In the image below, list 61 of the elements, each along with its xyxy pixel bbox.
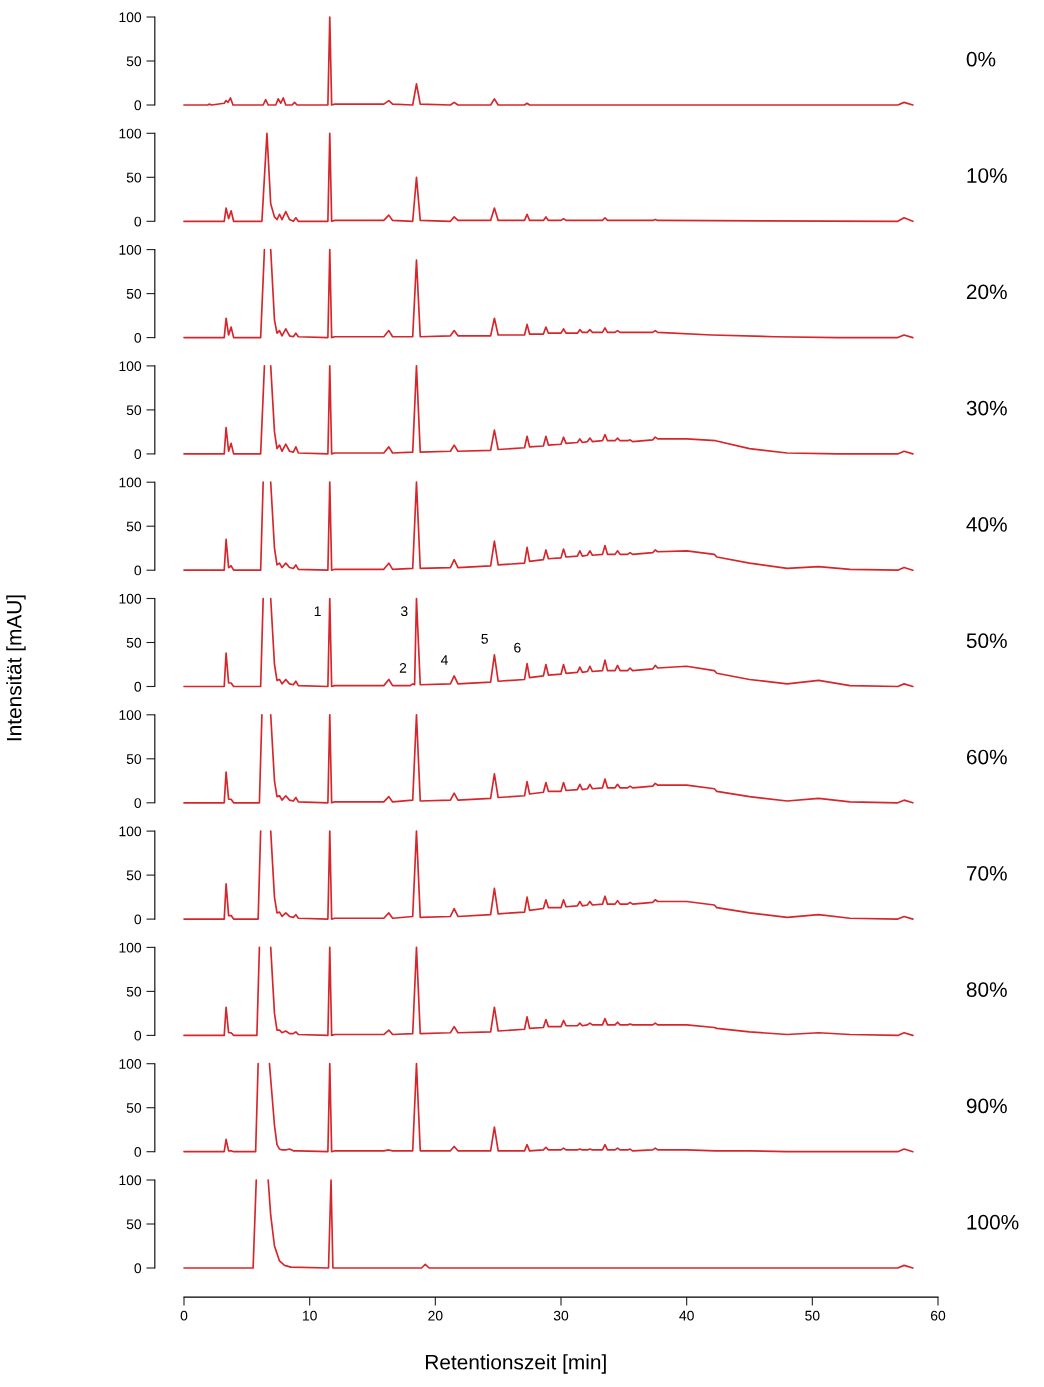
x-tick-label: 40 bbox=[679, 1310, 694, 1321]
y-tick-label: 50 bbox=[126, 56, 142, 67]
y-tick-label: 50 bbox=[126, 1103, 142, 1113]
text: 20% bbox=[966, 284, 1007, 300]
text: 70% bbox=[966, 865, 1007, 881]
y-tick-label: 0 bbox=[134, 914, 142, 925]
y-tick-label: 100 bbox=[119, 1175, 142, 1186]
y-tick-label: 0 bbox=[134, 100, 142, 111]
y-tick-label: 50 bbox=[126, 172, 142, 183]
x-tick-label: 60 bbox=[930, 1310, 946, 1321]
y-tick-label: 0 bbox=[134, 1263, 142, 1274]
y-tick-label: 50 bbox=[126, 754, 142, 764]
y-tick-label: 0 bbox=[134, 449, 142, 460]
y-tick-label: 100 bbox=[119, 244, 142, 255]
y-tick-label: 50 bbox=[126, 637, 142, 648]
text: 0% bbox=[966, 51, 996, 67]
y-axis-title: Intensität [mAU] bbox=[6, 595, 26, 741]
y-tick-label: 100 bbox=[119, 826, 142, 837]
x-axis-title: Retentionszeit [min] bbox=[426, 1354, 606, 1374]
y-tick-label: 0 bbox=[134, 1030, 142, 1041]
y-tick-label: 0 bbox=[134, 565, 142, 576]
x-tick-label: 0 bbox=[180, 1310, 188, 1321]
text: 90% bbox=[966, 1098, 1007, 1114]
x-tick-label: 50 bbox=[805, 1310, 820, 1321]
y-tick-label: 100 bbox=[119, 942, 142, 953]
y-tick-label: 0 bbox=[134, 216, 142, 227]
annotation: 6 bbox=[514, 642, 521, 653]
text: 30% bbox=[966, 400, 1007, 416]
y-tick-label: 100 bbox=[119, 1059, 142, 1069]
annotation: 4 bbox=[440, 655, 448, 665]
x-tick-label: 10 bbox=[303, 1310, 317, 1321]
y-tick-label: 0 bbox=[134, 681, 142, 692]
y-tick-label: 100 bbox=[119, 710, 142, 720]
y-tick-label: 100 bbox=[119, 361, 142, 372]
y-tick-label: 0 bbox=[134, 1147, 142, 1157]
text: 10% bbox=[967, 168, 1007, 183]
line-series bbox=[183, 16, 914, 106]
annotation: 2 bbox=[399, 662, 407, 673]
y-tick-label: 100 bbox=[119, 12, 142, 23]
y-tick-label: 50 bbox=[126, 405, 142, 416]
y-tick-label: 50 bbox=[126, 986, 142, 997]
text: 40% bbox=[966, 517, 1007, 532]
y-tick-label: 100 bbox=[119, 128, 142, 139]
annotation: 3 bbox=[400, 606, 408, 617]
y-tick-label: 0 bbox=[134, 798, 142, 808]
x-tick-label: 20 bbox=[428, 1310, 443, 1321]
y-tick-label: 50 bbox=[126, 1219, 142, 1230]
y-tick-label: 50 bbox=[126, 288, 142, 299]
y-tick-label: 100 bbox=[119, 477, 142, 488]
text: 100% bbox=[967, 1214, 1019, 1230]
annotation: 1 bbox=[314, 606, 321, 616]
y-tick-label: 50 bbox=[126, 870, 142, 881]
line-series bbox=[183, 132, 914, 223]
x-tick-label: 30 bbox=[553, 1310, 569, 1321]
y-tick-label: 0 bbox=[134, 332, 142, 343]
text: 50% bbox=[966, 633, 1007, 649]
y-tick-label: 50 bbox=[126, 521, 142, 532]
annotation: 5 bbox=[481, 634, 488, 644]
y-tick-label: 100 bbox=[119, 593, 142, 604]
text: 60% bbox=[966, 749, 1007, 765]
text: 80% bbox=[966, 982, 1007, 997]
